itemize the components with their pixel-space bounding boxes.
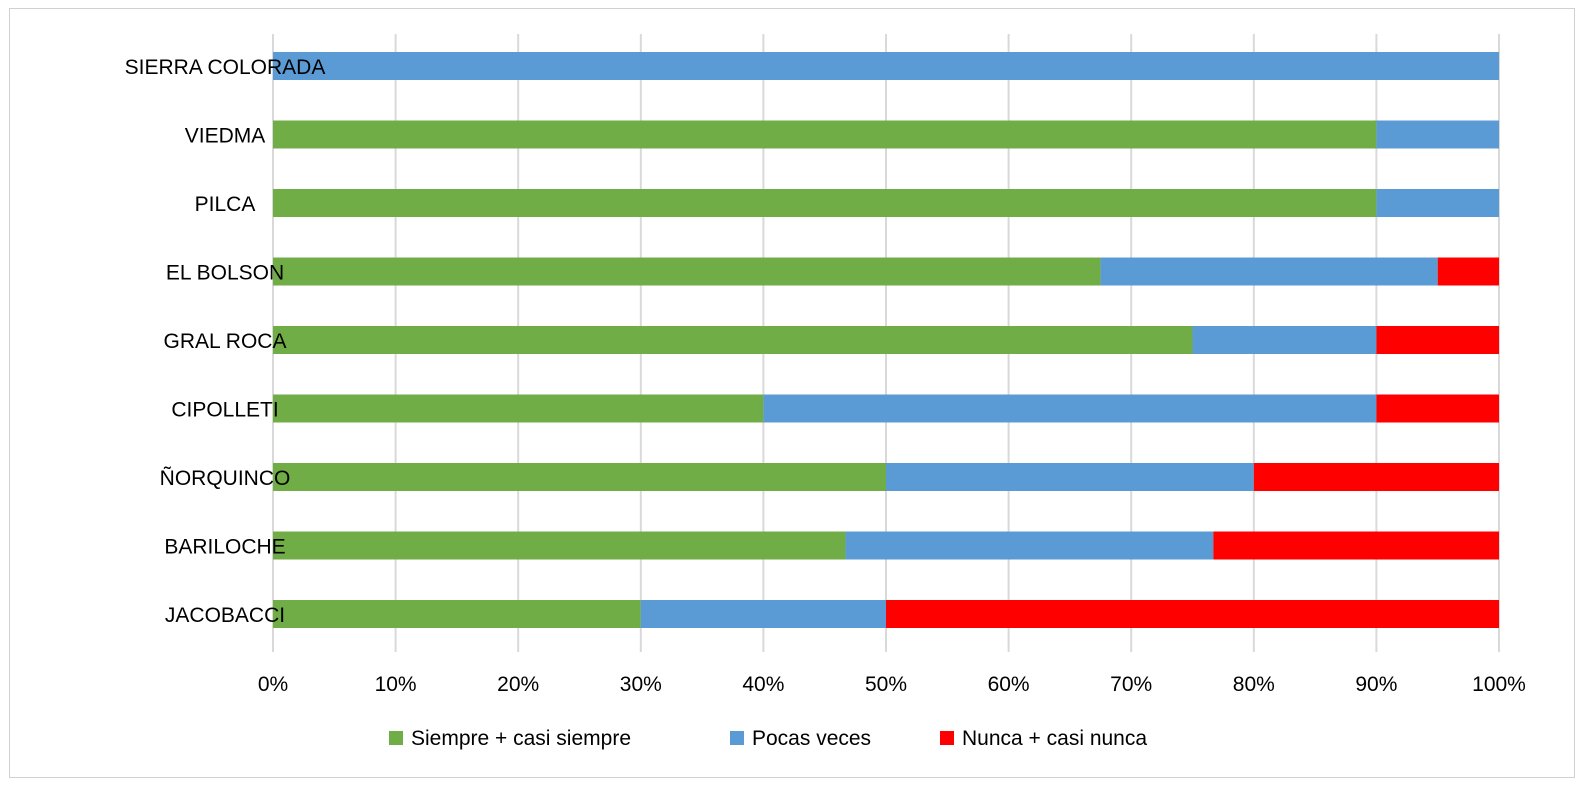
bar-segment <box>1213 531 1499 560</box>
bar-segment <box>1376 120 1499 149</box>
bar-segment <box>273 52 1499 80</box>
bar-segment <box>273 326 1193 354</box>
bar-segment <box>1192 326 1377 354</box>
category-label: BARILOCHE <box>164 536 285 559</box>
category-label: JACOBACCI <box>165 604 285 627</box>
x-tick-label: 20% <box>497 673 539 696</box>
bar-segment <box>763 394 1377 423</box>
x-tick-label: 100% <box>1472 673 1526 696</box>
category-label: PILCA <box>195 193 256 216</box>
bar-segment <box>1253 463 1499 491</box>
x-tick-label: 0% <box>258 673 288 696</box>
category-label: ÑORQUINCO <box>160 466 291 490</box>
x-tick-labels: 0% 10% 20% 30% 40% 50% 60% 70% 80% 90% 100% <box>258 673 1526 696</box>
x-tick-label: 50% <box>865 673 907 696</box>
bar-segment <box>1100 257 1438 286</box>
bar-segment <box>273 394 764 423</box>
legend-swatch <box>940 731 954 745</box>
bar-segment <box>1376 189 1499 217</box>
x-tick-label: 40% <box>742 673 784 696</box>
bar-segment <box>273 257 1101 286</box>
x-tick-label: 80% <box>1233 673 1275 696</box>
bar-segment <box>273 463 886 491</box>
category-labels: SIERRA COLORADA VIEDMA PILCA EL BOLSON GRAL … <box>125 56 326 627</box>
bar-segment <box>845 531 1214 560</box>
x-tick-label: 70% <box>1110 673 1152 696</box>
legend-label: Nunca + casi nunca <box>962 727 1147 750</box>
category-label: VIEDMA <box>185 125 266 148</box>
category-label: SIERRA COLORADA <box>125 56 326 79</box>
bar-segment <box>886 463 1254 491</box>
bar-segment <box>273 120 1377 149</box>
category-label: EL BOLSON <box>166 262 284 285</box>
bar-segment <box>886 600 1499 628</box>
bar-segment <box>1437 257 1499 286</box>
bar-segment <box>273 531 846 560</box>
x-tick-label: 90% <box>1355 673 1397 696</box>
legend: Siempre + casi siempre Pocas veces Nunca +… <box>389 727 1147 750</box>
legend-swatch <box>730 731 744 745</box>
legend-label: Siempre + casi siempre <box>411 727 631 750</box>
x-tick-label: 30% <box>620 673 662 696</box>
category-label: CIPOLLETI <box>171 399 278 422</box>
bar-segment <box>273 189 1377 217</box>
bars <box>273 52 1499 628</box>
bar-segment <box>273 600 641 628</box>
legend-label: Pocas veces <box>752 727 871 750</box>
x-tick-label: 60% <box>988 673 1030 696</box>
bar-segment <box>640 600 886 628</box>
x-tick-label: 10% <box>375 673 417 696</box>
legend-swatch <box>389 731 403 745</box>
category-label: GRAL ROCA <box>164 330 287 353</box>
bar-segment <box>1376 326 1499 354</box>
bar-segment <box>1376 394 1499 423</box>
